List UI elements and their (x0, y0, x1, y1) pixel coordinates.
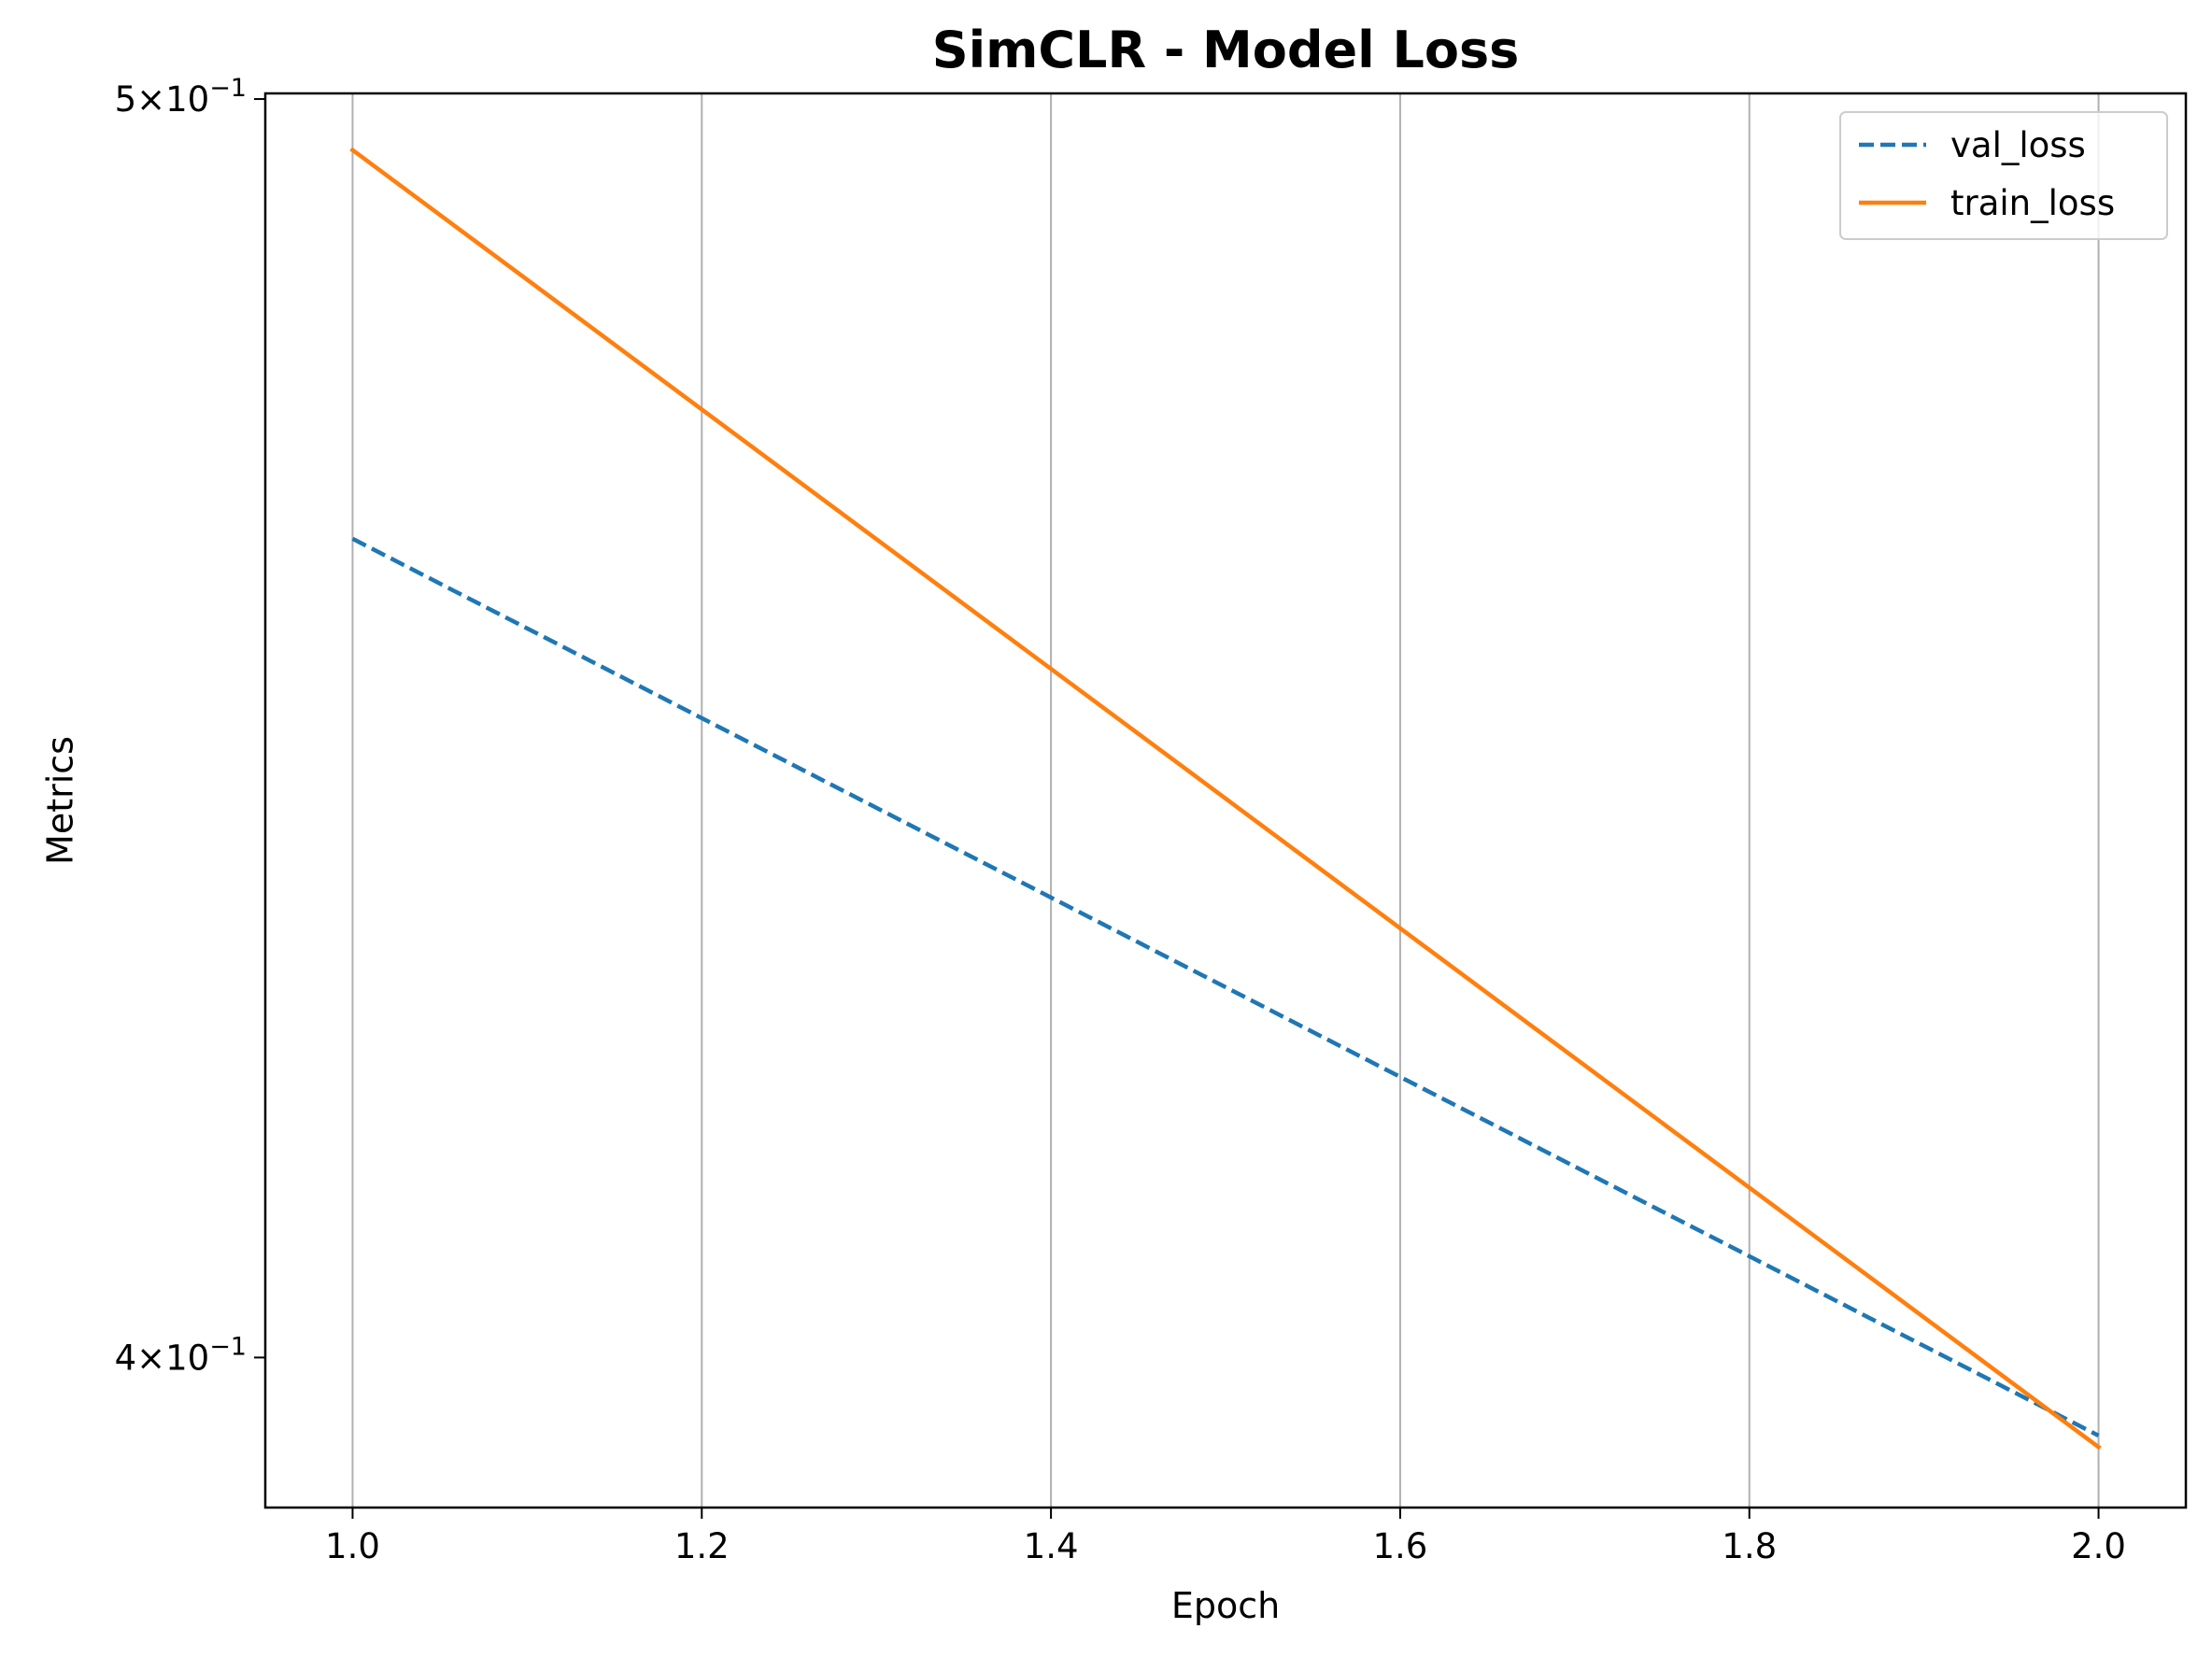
legend-box (1839, 111, 2168, 240)
x-tick-label: 1.6 (1372, 1526, 1427, 1566)
ticks: 1.0 1.2 1.4 1.6 1.8 2.0 5×10−1 4×10−1 (115, 74, 2126, 1566)
y-axis-label: Metrics (39, 736, 80, 865)
train_loss-line (349, 147, 2102, 1451)
train_loss-legend-label: train_loss (1950, 183, 2115, 223)
legend-items: val_loss train_loss (1859, 125, 2115, 223)
grid (351, 93, 2100, 1508)
x-tick-label: 2.0 (2071, 1526, 2126, 1566)
x-tick-label: 1.0 (325, 1526, 380, 1566)
plot-frame (263, 92, 2188, 1509)
y-tick-label: 4×10−1 (115, 1332, 247, 1378)
x-axis-label: Epoch (1171, 1585, 1280, 1626)
legend: val_loss train_loss (1839, 111, 2168, 240)
series-lines (349, 147, 2102, 1451)
y-tick-label: 5×10−1 (115, 74, 247, 120)
x-tick-label: 1.4 (1024, 1526, 1079, 1566)
val_loss-legend-label: val_loss (1950, 125, 2086, 165)
val_loss-line (351, 536, 2100, 1437)
x-tick-label: 1.8 (1722, 1526, 1777, 1566)
chart-title: SimCLR - Model Loss (932, 21, 1520, 79)
x-tick-label: 1.2 (674, 1526, 730, 1566)
